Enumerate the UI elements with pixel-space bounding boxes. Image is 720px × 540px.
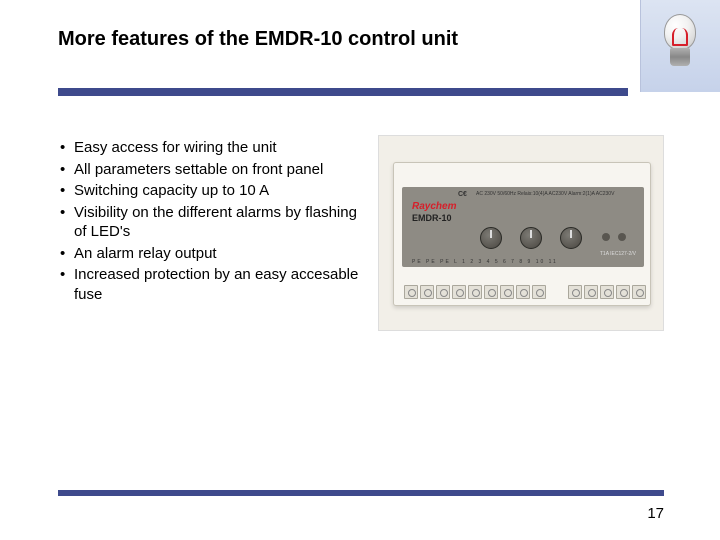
indicator-icon	[618, 233, 626, 241]
bullet-item: Visibility on the different alarms by fl…	[60, 203, 360, 242]
footer-bar	[58, 490, 664, 496]
device-photo: C€ AC 230V 50/60Hz Relais:10(4)A AC230V …	[378, 135, 664, 331]
dial-icon	[520, 227, 542, 249]
terminal-strip	[404, 285, 642, 299]
bullet-item: Increased protection by an easy accesabl…	[60, 265, 360, 304]
terminal-icon	[568, 285, 582, 299]
page-number: 17	[647, 505, 664, 522]
dial-icon	[560, 227, 582, 249]
terminal-icon	[600, 285, 614, 299]
device-spec-text: AC 230V 50/60Hz Relais:10(4)A AC230V Ala…	[476, 191, 614, 197]
device-front-panel: C€ AC 230V 50/60Hz Relais:10(4)A AC230V …	[402, 187, 644, 267]
slide: More features of the EMDR-10 control uni…	[0, 0, 720, 540]
bullet-list: Easy access for wiring the unit All para…	[60, 138, 360, 306]
header-decoration	[640, 0, 720, 92]
terminal-icon	[516, 285, 530, 299]
terminal-icon	[532, 285, 546, 299]
lightbulb-icon	[656, 10, 704, 80]
bullet-item: An alarm relay output	[60, 244, 360, 264]
terminal-icon	[584, 285, 598, 299]
ce-mark: C€	[458, 191, 467, 198]
terminal-icon	[404, 285, 418, 299]
terminal-icon	[616, 285, 630, 299]
terminal-icon	[436, 285, 450, 299]
terminal-icon	[452, 285, 466, 299]
bullet-item: Easy access for wiring the unit	[60, 138, 360, 158]
terminal-icon	[420, 285, 434, 299]
bullet-item: All parameters settable on front panel	[60, 160, 360, 180]
dial-icon	[480, 227, 502, 249]
device-housing: C€ AC 230V 50/60Hz Relais:10(4)A AC230V …	[393, 162, 651, 306]
terminal-icon	[484, 285, 498, 299]
terminal-icon	[468, 285, 482, 299]
terminal-icon	[632, 285, 646, 299]
title-underline	[58, 88, 628, 96]
slide-title: More features of the EMDR-10 control uni…	[58, 28, 458, 51]
fuse-label: T1A IEC127-2/V	[600, 251, 636, 257]
device-model: EMDR-10	[412, 213, 452, 223]
indicator-icon	[602, 233, 610, 241]
terminal-labels: PE PE PE L 1 2 3 4 5 6 7 8 9 10 11	[412, 259, 558, 265]
bullet-item: Switching capacity up to 10 A	[60, 181, 360, 201]
device-brand: Raychem	[412, 201, 456, 212]
terminal-icon	[500, 285, 514, 299]
